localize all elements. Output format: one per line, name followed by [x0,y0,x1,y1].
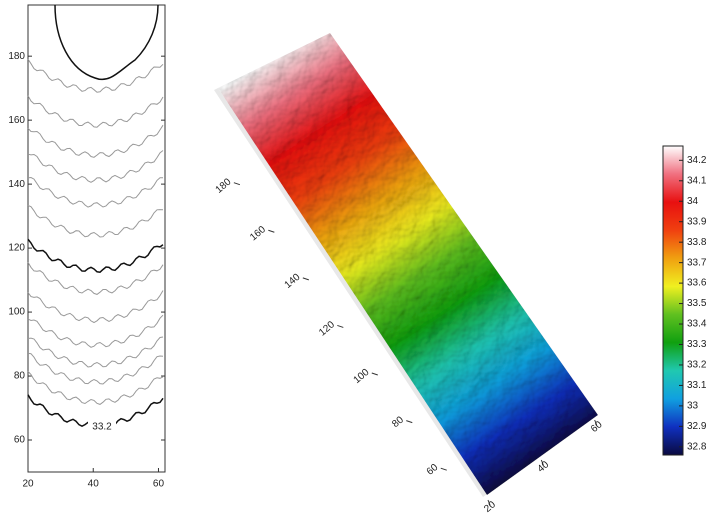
y-tick [302,277,309,281]
colorbar [662,145,684,456]
colorbar-tick-label: 34.2 [687,155,707,166]
x-tick [594,419,598,426]
y-tick-label: 80 [14,371,26,382]
y-tick-label: 180 [8,51,25,62]
x-tick-label: 60 [589,419,605,435]
contour-line [27,205,164,238]
contour-line [27,261,164,295]
x-tick-label: 60 [153,479,165,490]
contour-line [27,336,164,368]
y-tick-label: 160 [8,115,25,126]
x-tick-label: 40 [536,459,552,475]
y-tick [371,372,378,376]
y-tick [337,324,344,328]
contour-line [27,238,164,273]
x-tick-label: 40 [88,479,100,490]
colorbar-tick-label: 33.9 [687,216,707,227]
colorbar-tick-label: 33.2 [687,360,707,371]
y-tick-label: 140 [283,271,303,290]
contour-line [54,4,159,81]
y-tick-label: 80 [390,414,406,430]
colorbar-tick-label: 32.8 [687,441,707,452]
y-tick-label: 180 [214,176,234,195]
y-tick-label: 60 [425,462,441,478]
x-tick-label: 20 [22,479,34,490]
x-tick-label: 20 [482,499,498,515]
x-tick [540,459,544,466]
colorbar-tick-label: 33.3 [687,339,707,350]
colorbar-tick-label: 33.6 [687,278,707,289]
y-tick-label: 120 [8,243,25,254]
y-tick-label: 100 [352,367,372,386]
y-tick-label: 100 [8,307,25,318]
colorbar-tick-label: 33.5 [687,298,707,309]
contour-label: 33.2 [92,422,112,433]
colorbar-tick-label: 33.4 [687,319,707,330]
colorbar-tick-label: 33.1 [687,380,707,391]
contour-line [27,352,164,385]
y-tick [233,182,241,186]
colorbar-tick-label: 34.1 [687,175,707,186]
y-tick-label: 140 [8,179,25,190]
contour-line [27,176,163,208]
contour-frame [27,4,166,473]
y-tick [268,229,275,233]
y-tick-label: 160 [248,224,268,243]
label-bg [88,421,116,433]
y-tick [406,420,413,424]
y-tick-label: 60 [14,435,26,446]
colorbar-tick-label: 33 [687,401,699,412]
colorbar-tick-label: 33.7 [687,257,707,268]
contour-line [27,371,164,405]
surface [218,33,598,495]
x-tick [487,499,491,506]
contour-line [27,290,164,324]
colorbar-tick-label: 34 [687,196,699,207]
colorbar-tick-label: 33.8 [687,237,707,248]
y-tick [440,467,447,471]
y-tick-label: 120 [317,319,337,338]
contour-line [27,58,164,93]
contour-line [27,95,164,128]
contour-line [27,314,164,348]
colorbar-tick-label: 32.9 [687,421,707,432]
contour-line [27,150,164,183]
contour-line [27,124,164,158]
